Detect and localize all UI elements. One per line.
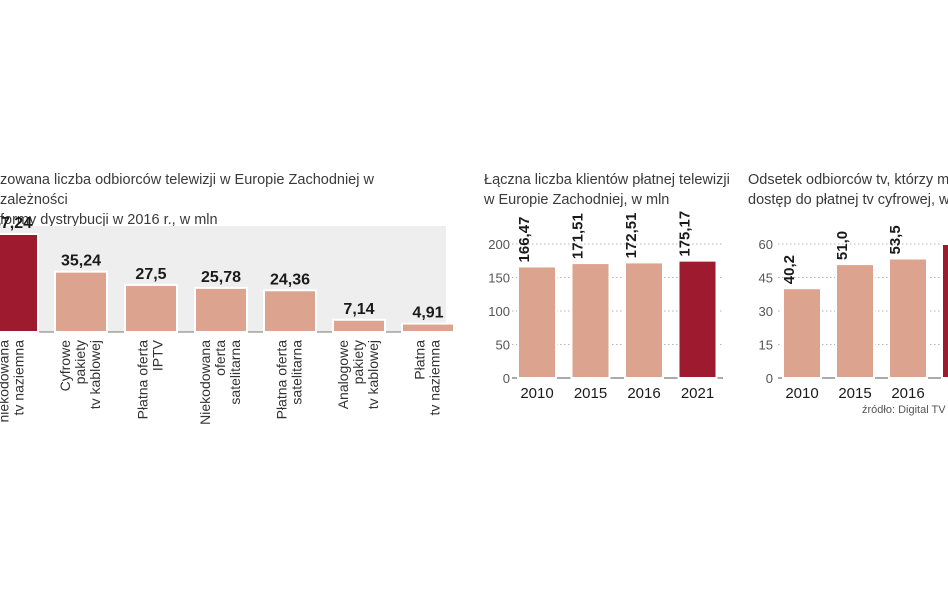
chart1-category-label: tv naziemna xyxy=(11,340,27,416)
chart1-value-label: 27,5 xyxy=(135,266,166,283)
chart3-x-tick: 2015 xyxy=(838,385,871,402)
chart3-value-label: 53,5 xyxy=(887,225,904,254)
chart2-x-tick: 2021 xyxy=(681,385,714,402)
chart3-y-tick: 15 xyxy=(759,338,773,353)
chart2-value-label: 166,47 xyxy=(516,217,533,263)
chart2-value-label: 171,51 xyxy=(570,213,587,259)
chart3-bar xyxy=(888,257,928,379)
chart1-category-label: pakiety xyxy=(350,340,366,384)
chart1-category-label: tv kablowej xyxy=(87,340,103,409)
chart2-y-tick: 50 xyxy=(496,338,510,353)
chart1-category-label: Płatna oferta xyxy=(135,340,151,420)
chart1-category-label: Analogowe xyxy=(335,340,351,409)
chart1-category-label: niekodowana xyxy=(0,340,12,423)
chart1-value-label: 24,36 xyxy=(270,271,310,288)
chart2-y-tick: 100 xyxy=(488,304,510,319)
chart2-title: Łączna liczba klientów płatnej telewizji… xyxy=(484,172,730,208)
source-note: źródło: Digital TV R xyxy=(862,404,948,416)
chart1-value-label: 25,78 xyxy=(201,269,241,286)
chart1-category-label: Płatna oferta xyxy=(274,340,290,420)
chart1-category-label: satelitarna xyxy=(289,340,305,405)
chart1-value-label: 7,14 xyxy=(343,301,374,318)
chart1-category-label: oferta xyxy=(212,340,228,376)
chart2-x-tick: 2015 xyxy=(574,385,607,402)
chart3-y-tick: 60 xyxy=(759,237,773,252)
chart1-category-label: Cyfrowe xyxy=(57,340,73,392)
chart2-y-tick: 200 xyxy=(488,237,510,252)
chart1-bar xyxy=(124,283,178,333)
chart1-value-label: 57,24 xyxy=(0,215,32,232)
chart2-value-label: 172,51 xyxy=(623,213,640,259)
chart1-value-label: 35,24 xyxy=(61,253,101,270)
chart2-bar xyxy=(677,259,718,380)
chart2-y-tick: 150 xyxy=(488,271,510,286)
chart2-bar xyxy=(570,262,611,379)
chart1-bar xyxy=(332,318,386,334)
chart3-bar xyxy=(835,263,875,380)
chart3-bar xyxy=(941,243,948,379)
chart1-category-label: Niekodowana xyxy=(197,340,213,425)
chart1-value-label: 4,91 xyxy=(412,305,443,322)
chart1-category-label: Płatna xyxy=(412,340,428,380)
chart3-title: Odsetek odbiorców tv, którzy ma dostęp d… xyxy=(748,172,948,208)
chart3-y-tick: 30 xyxy=(759,304,773,319)
chart3-value-label: 40,2 xyxy=(781,255,798,284)
chart1-bar xyxy=(194,286,248,333)
chart1-title: zowana liczba odbiorców telewizji w Euro… xyxy=(0,172,374,228)
chart3-x-tick: 2016 xyxy=(891,385,924,402)
chart1-bar xyxy=(263,289,317,333)
chart2-x-tick: 2016 xyxy=(627,385,660,402)
chart3-y-tick: 45 xyxy=(759,271,773,286)
chart1-category-label: IPTV xyxy=(150,339,166,371)
chart2-value-label: 175,17 xyxy=(677,211,694,257)
chart3-x-tick: 2010 xyxy=(785,385,818,402)
chart2-x-tick: 2010 xyxy=(520,385,553,402)
chart3-bar xyxy=(782,287,822,379)
chart1-category-label: tv kablowej xyxy=(365,340,381,409)
chart1-category-label: satelitarna xyxy=(227,340,243,405)
chart1-category-label: pakiety xyxy=(72,340,88,384)
chart2-bar xyxy=(624,261,664,380)
chart1-bar xyxy=(54,270,108,333)
chart1-bar xyxy=(0,233,39,333)
chart3-y-tick: 0 xyxy=(766,371,773,386)
chart2-bar xyxy=(517,265,557,379)
chart1-bar xyxy=(401,322,455,333)
chart1-category-label: tv naziemna xyxy=(427,340,443,416)
chart3-value-label: 51,0 xyxy=(834,231,851,260)
chart2-y-tick: 0 xyxy=(503,371,510,386)
